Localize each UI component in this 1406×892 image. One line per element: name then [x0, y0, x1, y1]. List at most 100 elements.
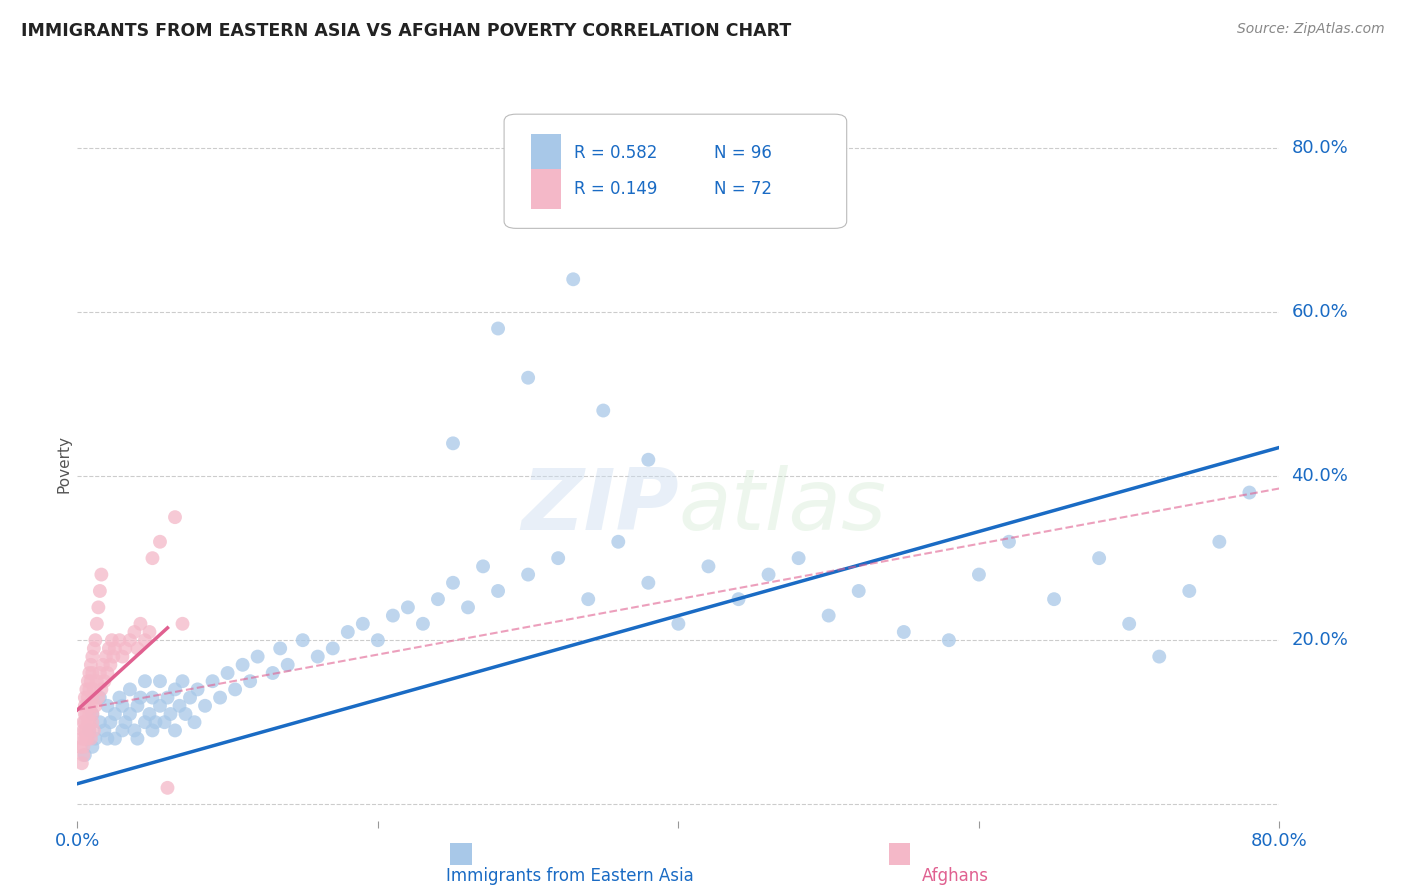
Point: [367, 633, 389, 648]
Point: [1149, 649, 1171, 664]
Point: [156, 690, 179, 705]
Point: [441, 575, 464, 590]
Point: [104, 641, 127, 656]
Point: [104, 731, 127, 746]
Text: Afghans: Afghans: [921, 867, 988, 885]
Point: [141, 723, 163, 738]
Point: [224, 682, 246, 697]
Point: [79, 715, 101, 730]
Point: [91, 657, 114, 672]
Point: [352, 616, 374, 631]
Point: [441, 436, 464, 450]
Point: [96, 665, 118, 680]
Point: [336, 625, 359, 640]
Point: [84, 731, 107, 746]
Point: [82, 706, 104, 721]
Point: [76, 698, 98, 713]
Point: [848, 584, 870, 599]
Point: [84, 633, 107, 648]
Point: [73, 723, 96, 738]
Text: 80.0%: 80.0%: [1292, 139, 1348, 157]
Point: [169, 698, 191, 713]
Point: [79, 706, 101, 721]
Point: [486, 321, 509, 335]
Point: [93, 723, 115, 738]
FancyBboxPatch shape: [505, 114, 846, 228]
Point: [73, 698, 96, 713]
Point: [80, 674, 103, 689]
Point: [291, 633, 314, 648]
Text: Source: ZipAtlas.com: Source: ZipAtlas.com: [1237, 22, 1385, 37]
Text: ZIP: ZIP: [520, 465, 679, 549]
Point: [201, 674, 224, 689]
Point: [87, 690, 110, 705]
Point: [998, 534, 1021, 549]
Point: [97, 641, 120, 656]
Point: [129, 690, 152, 705]
Point: [89, 690, 111, 705]
Point: [75, 706, 97, 721]
Point: [141, 690, 163, 705]
Text: N = 72: N = 72: [714, 180, 772, 198]
Point: [517, 567, 540, 582]
Text: 60.0%: 60.0%: [1292, 303, 1348, 321]
Point: [72, 715, 94, 730]
Bar: [450, 844, 471, 865]
Point: [83, 723, 105, 738]
Text: N = 96: N = 96: [714, 145, 772, 162]
Point: [183, 715, 205, 730]
Point: [70, 756, 93, 771]
Point: [72, 747, 94, 762]
Point: [72, 723, 94, 738]
Point: [149, 674, 172, 689]
Point: [262, 665, 284, 680]
Point: [93, 674, 115, 689]
Point: [111, 698, 134, 713]
Point: [246, 649, 269, 664]
Point: [381, 608, 404, 623]
Point: [412, 616, 434, 631]
Point: [79, 682, 101, 697]
Point: [114, 641, 136, 656]
Point: [76, 674, 98, 689]
Point: [727, 592, 749, 607]
Point: [592, 403, 614, 417]
Point: [1208, 534, 1230, 549]
Point: [159, 706, 181, 721]
Bar: [530, 169, 561, 209]
Point: [86, 674, 108, 689]
Point: [269, 641, 291, 656]
Point: [89, 665, 111, 680]
Point: [134, 715, 156, 730]
Point: [79, 665, 101, 680]
Point: [194, 698, 217, 713]
Point: [239, 674, 262, 689]
Point: [322, 641, 344, 656]
Point: [84, 698, 107, 713]
Point: [72, 739, 94, 754]
Point: [547, 551, 569, 566]
Point: [82, 665, 104, 680]
Text: IMMIGRANTS FROM EASTERN ASIA VS AFGHAN POVERTY CORRELATION CHART: IMMIGRANTS FROM EASTERN ASIA VS AFGHAN P…: [21, 22, 792, 40]
Point: [209, 690, 232, 705]
Point: [149, 698, 172, 713]
Point: [129, 616, 152, 631]
Text: Immigrants from Eastern Asia: Immigrants from Eastern Asia: [446, 867, 695, 885]
Point: [73, 706, 96, 721]
Point: [89, 584, 111, 599]
Point: [1178, 584, 1201, 599]
Point: [76, 731, 98, 746]
Point: [562, 272, 585, 286]
Point: [118, 633, 141, 648]
Point: [607, 534, 630, 549]
Point: [82, 739, 104, 754]
Point: [138, 625, 160, 640]
Text: atlas: atlas: [679, 465, 886, 549]
Point: [232, 657, 254, 672]
Point: [156, 780, 179, 795]
Point: [79, 723, 101, 738]
Point: [100, 715, 122, 730]
Point: [83, 641, 105, 656]
Point: [134, 633, 156, 648]
Point: [472, 559, 495, 574]
